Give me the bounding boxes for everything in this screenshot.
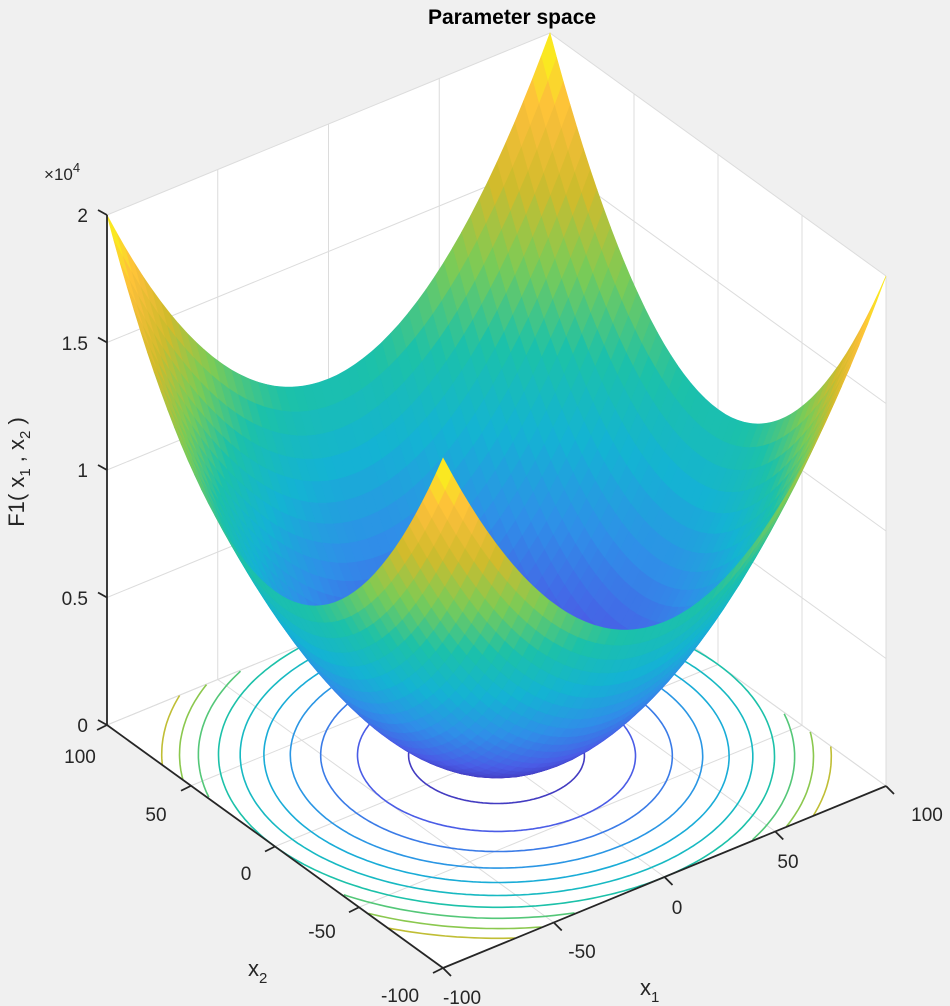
z-tick [97,591,108,599]
x2-tick-label: 100 [64,747,96,768]
times-sign: × [44,165,54,184]
x2-axis-label: x2 [248,956,267,987]
x1-tick-label: 0 [672,898,683,919]
x1-tick-label: -100 [443,988,481,1006]
x2-tick [180,784,192,792]
x2-tick [432,967,444,974]
z-tick [97,336,108,344]
grid-line [106,32,551,216]
z-tick [97,209,108,216]
surface-plot [106,32,887,779]
svg-text:F1( x1 , x2 ): F1( x1 , x2 ) [4,417,34,527]
svg-text:×104: ×104 [44,160,80,184]
grid-line [549,32,887,277]
z-exponent-label: ×104 [44,160,80,184]
z-tick [97,719,108,726]
z-tick [97,464,108,471]
x1-tick [774,830,784,841]
z-tick-labels: 2 1.5 1 0.5 0 [62,206,88,737]
x1-tick-labels: -100 -50 0 50 100 [443,805,943,1006]
chart-title: Parameter space [428,6,596,29]
axis-lines [96,209,895,977]
x2-tick-label: 50 [145,805,166,826]
exponent-base: 10 [54,165,73,184]
x2-tick-label: -100 [381,986,419,1006]
x2-tick [96,724,108,731]
z-tick-label: 1.5 [62,334,88,355]
x2-tick-labels: 100 50 0 -50 -100 [64,747,419,1006]
x1-tick-label: -50 [568,942,595,963]
x1-axis-label: x1 [640,975,659,1006]
x2-tick-label: -50 [308,922,335,943]
surface-facet [435,457,453,491]
z-axis-label: F1( x1 , x2 ) [4,417,34,527]
exponent-power: 4 [73,160,80,175]
x1-tick-label: 100 [911,805,943,826]
z-tick-label: 0.5 [62,589,88,610]
z-tick-label: 2 [77,206,88,227]
x2-tick-label: 0 [241,864,252,885]
grid-line [549,160,887,404]
grid-line [106,160,551,343]
x2-tick [264,845,276,853]
x1-tick [885,785,895,795]
x1-tick [442,967,452,977]
x1-tick [663,876,674,886]
z-tick-label: 0 [77,716,88,737]
x1-tick [553,921,563,932]
z-tick-label: 1 [77,461,88,482]
x1-tick-label: 50 [777,852,798,873]
x2-tick [348,906,360,914]
